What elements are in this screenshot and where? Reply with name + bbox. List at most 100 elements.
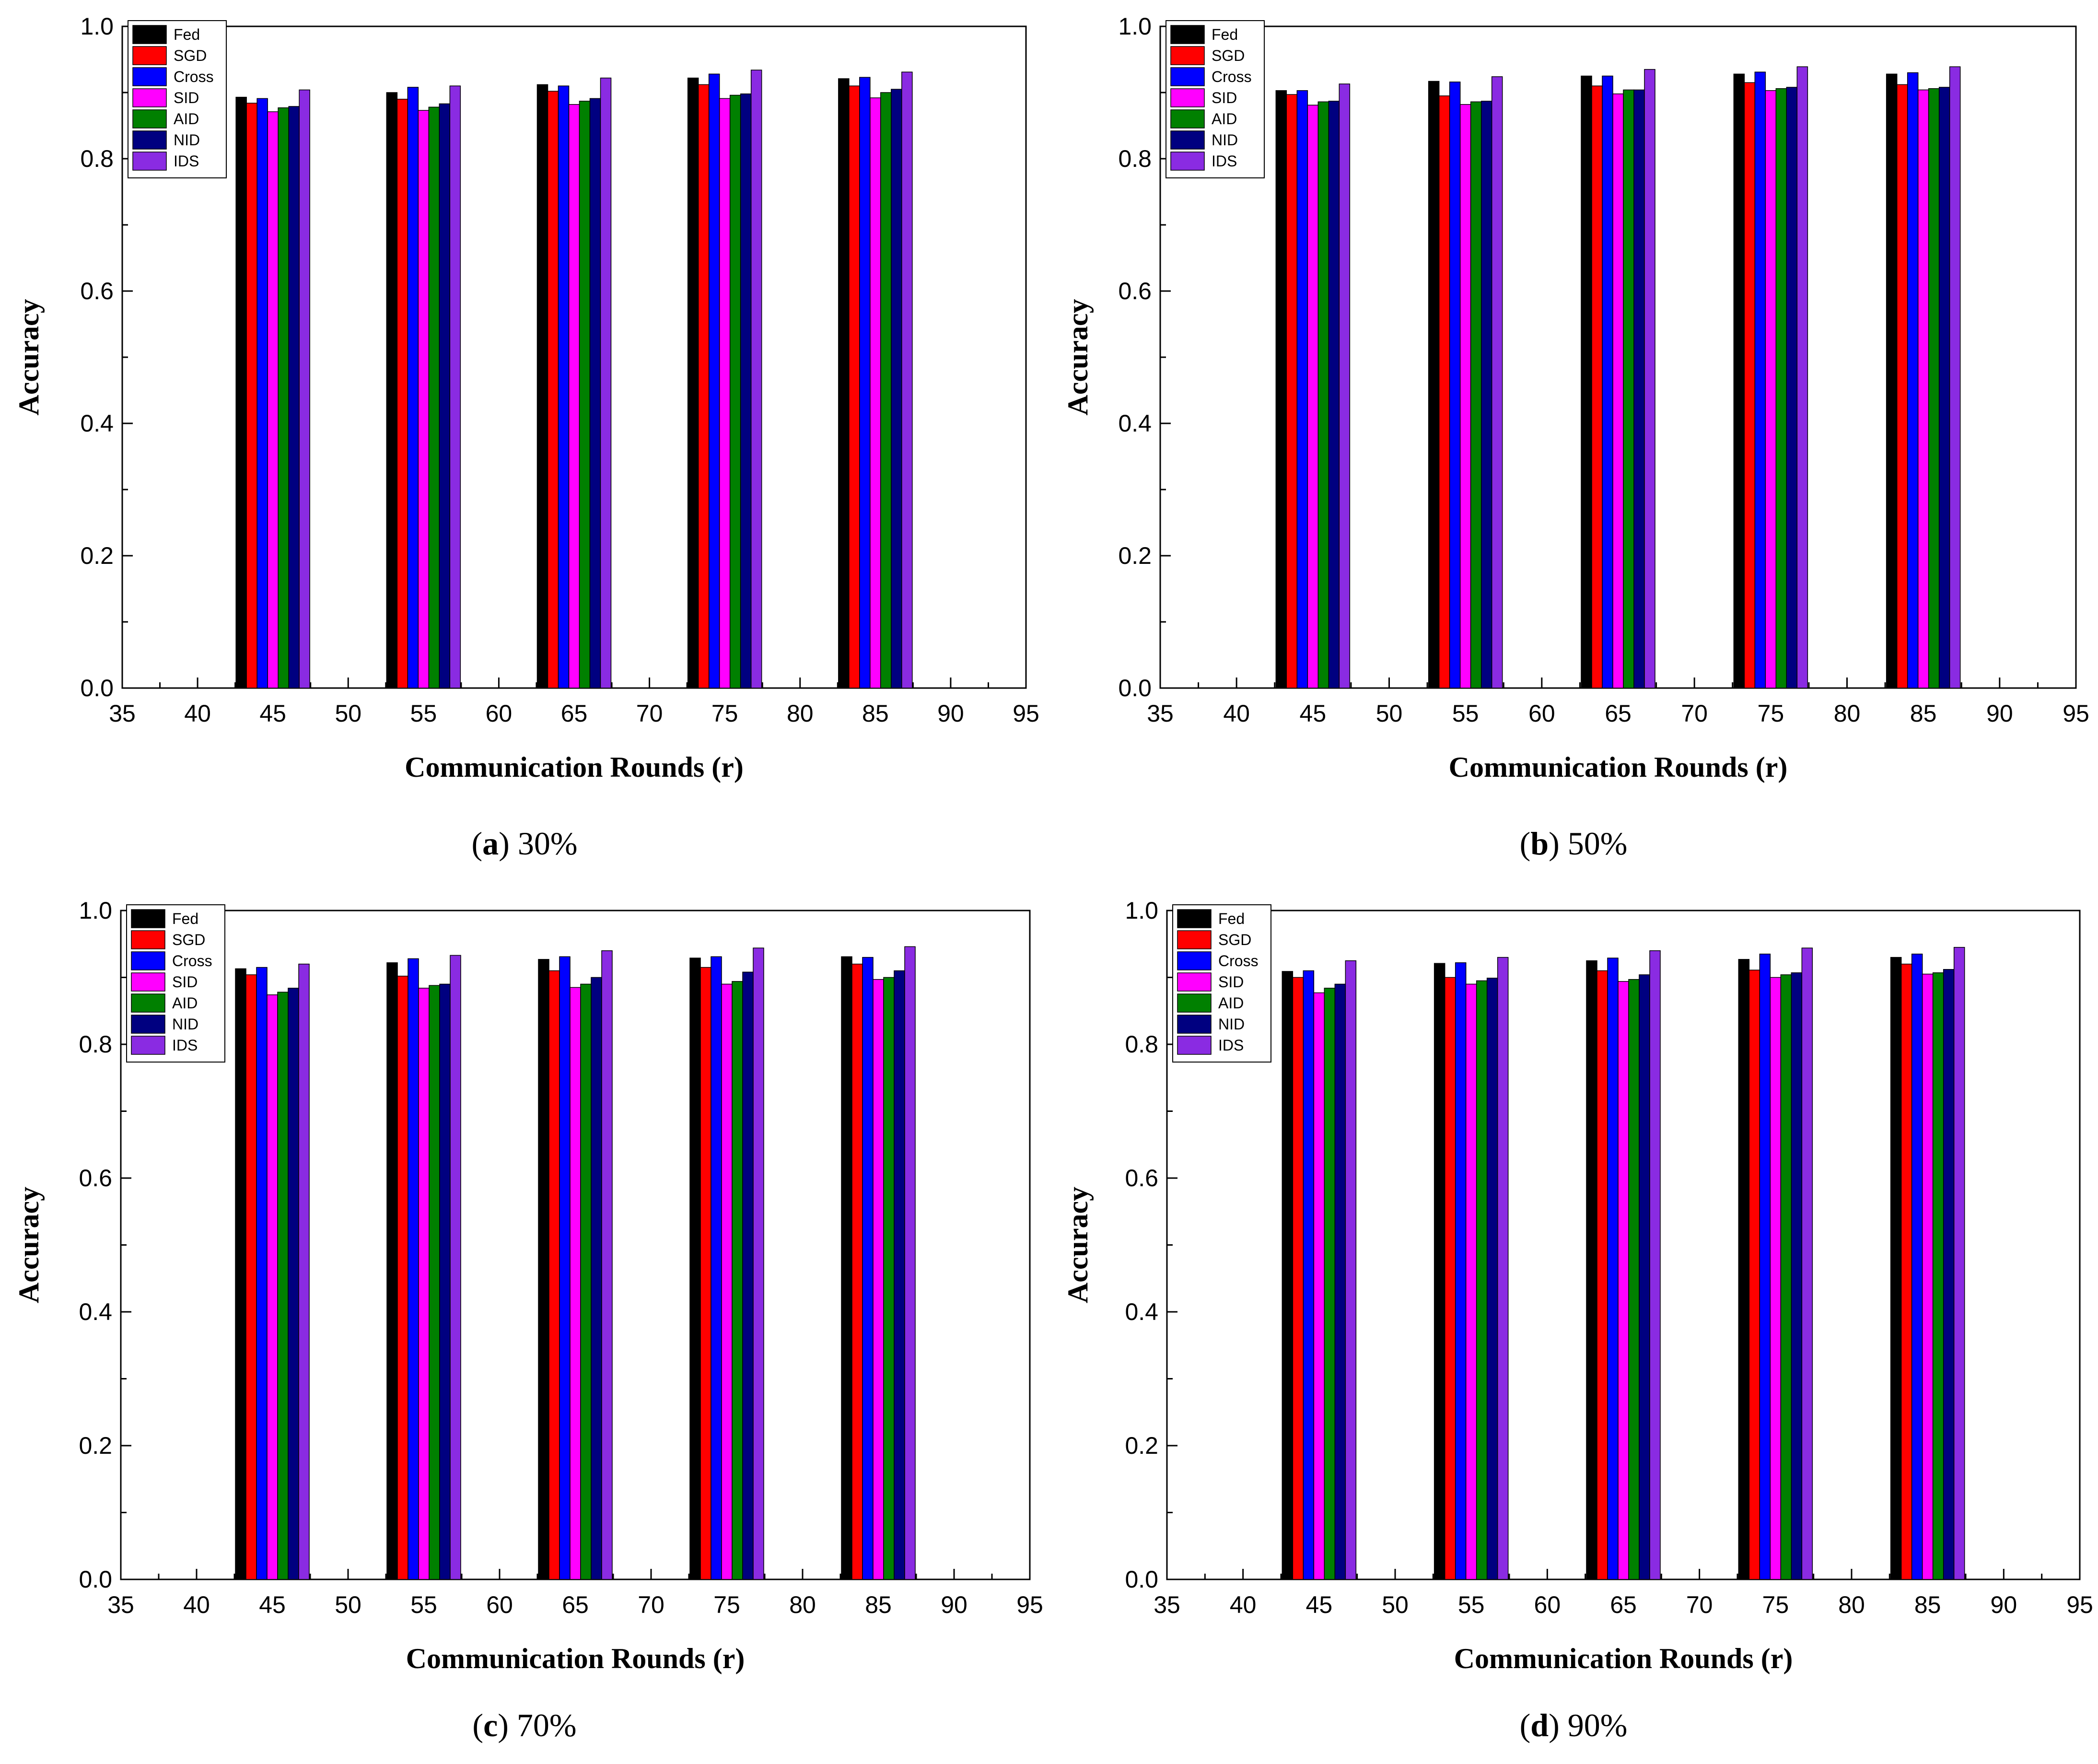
x-axis-title: Communication Rounds (r) (406, 1643, 745, 1674)
chart-panel-c: 35 40 45 50 55 60 65 70 75 80 85 90 95 0.0 0.2 0.4 0.6 0.… (0, 882, 1049, 1764)
x-tick-label: 70 (1686, 1591, 1713, 1618)
bar-nid (439, 983, 451, 1580)
bar-cross (708, 73, 720, 689)
legend-label: SID (1218, 973, 1244, 991)
x-tick-label: 80 (787, 700, 814, 727)
bar-sid (1770, 977, 1782, 1580)
y-tick-label: 0.2 (1125, 1432, 1158, 1459)
y-tick-label: 0.6 (80, 278, 114, 304)
y-tick-label: 0.6 (1125, 1165, 1158, 1192)
legend-label: AID (1218, 994, 1244, 1012)
bar-cross (711, 956, 722, 1580)
bar-sgd (1900, 963, 1912, 1580)
bar-nid (591, 977, 602, 1580)
bar-fed (1434, 963, 1445, 1580)
bar-aid (579, 101, 591, 689)
legend-label: SID (1212, 89, 1237, 106)
bar-cross (559, 956, 571, 1580)
legend-label: IDS (172, 1037, 198, 1054)
x-axis-title: Communication Rounds (r) (1449, 751, 1788, 783)
bar-ids (1497, 957, 1509, 1580)
legend-swatch-sgd (1170, 46, 1205, 65)
legend-swatch-fed (132, 25, 167, 44)
chart-caption: (c) 70% (472, 1707, 577, 1743)
legend-swatch-nid (132, 130, 167, 150)
y-tick-label: 1.0 (79, 897, 112, 924)
legend-swatch-aid (132, 109, 167, 129)
bar-fed (386, 962, 398, 1580)
y-tick-label: 0.8 (79, 1031, 112, 1058)
bar-ids (904, 946, 916, 1580)
x-tick-label: 55 (410, 700, 437, 727)
bar-fed (1428, 81, 1440, 689)
x-tick-label: 95 (1013, 700, 1039, 727)
bar-aid (729, 94, 741, 689)
x-tick-label: 70 (1681, 700, 1708, 727)
y-axis-title: Accuracy (13, 299, 45, 415)
bar-ids (1345, 960, 1357, 1580)
bar-aid (1932, 972, 1944, 1580)
legend-swatch-aid (131, 993, 165, 1013)
chart-svg: 35 40 45 50 55 60 65 70 75 80 85 90 95 0.0 0.2 0.4 0.6 0.… (1062, 13, 2089, 783)
bar-cross (1759, 953, 1771, 1580)
bar-sgd (1292, 977, 1304, 1580)
bar-sgd (246, 103, 257, 689)
bar-sid (1465, 983, 1477, 1580)
bar-nid (1334, 983, 1346, 1580)
bar-sid (418, 988, 430, 1580)
y-tick-label: 0.0 (79, 1566, 112, 1593)
bar-aid (277, 992, 289, 1580)
bar-aid (580, 983, 592, 1580)
y-tick-label: 0.2 (1118, 542, 1152, 569)
caption-text: 70% (516, 1707, 577, 1743)
bar-sgd (1744, 82, 1756, 689)
legend-swatch-ids (132, 152, 167, 171)
bar-nid (1633, 89, 1645, 689)
bar-sgd (1591, 85, 1603, 689)
x-tick-label: 70 (636, 700, 663, 727)
bar-sid (1618, 981, 1629, 1580)
bar-sid (870, 97, 881, 689)
bar-sid (1459, 104, 1471, 689)
y-tick-label: 0.2 (79, 1432, 112, 1459)
legend-label: SID (174, 89, 199, 106)
bar-sid (1307, 105, 1319, 689)
legend-label: Cross (172, 952, 212, 970)
legend-swatch-nid (1177, 1015, 1212, 1034)
bar-sgd (1896, 84, 1908, 689)
x-tick-label: 50 (335, 700, 361, 727)
y-tick-label: 1.0 (1125, 897, 1158, 924)
bar-aid (1317, 101, 1329, 689)
legend-label: Fed (174, 26, 200, 43)
bar-aid (1324, 988, 1336, 1580)
y-axis-title: Accuracy (1062, 1187, 1094, 1303)
bar-sid (1765, 90, 1777, 689)
bar-sid (568, 104, 580, 689)
bar-ids (753, 947, 764, 1580)
x-tick-label: 50 (335, 1591, 361, 1618)
bar-ids (1649, 950, 1661, 1580)
chart-panel-a: 35 40 45 50 55 60 65 70 75 80 85 90 95 0.0 0.2 0.4 0.6 0.… (0, 0, 1049, 882)
bar-aid (1623, 89, 1634, 689)
x-tick-label: 40 (184, 700, 211, 727)
bar-nid (1943, 969, 1955, 1580)
bar-sgd (849, 85, 860, 689)
bar-ids (1644, 69, 1655, 689)
bar-nid (1486, 978, 1498, 1580)
legend-swatch-fed (1177, 909, 1212, 928)
x-tick-label: 50 (1376, 700, 1403, 727)
x-tick-label: 35 (109, 700, 136, 727)
legend-label: SGD (1212, 47, 1245, 64)
legend-label: Fed (1212, 26, 1238, 43)
bar-sgd (1748, 970, 1760, 1580)
y-tick-label: 0.2 (80, 542, 114, 569)
bar-aid (1476, 980, 1488, 1580)
bar-fed (386, 92, 398, 689)
bar-aid (1628, 979, 1640, 1580)
x-tick-label: 65 (562, 1591, 589, 1618)
x-tick-label: 60 (486, 1591, 513, 1618)
y-tick-label: 0.0 (1118, 675, 1152, 701)
x-tick-label: 85 (865, 1591, 892, 1618)
x-tick-label: 65 (1605, 700, 1632, 727)
y-axis-title: Accuracy (13, 1187, 45, 1303)
